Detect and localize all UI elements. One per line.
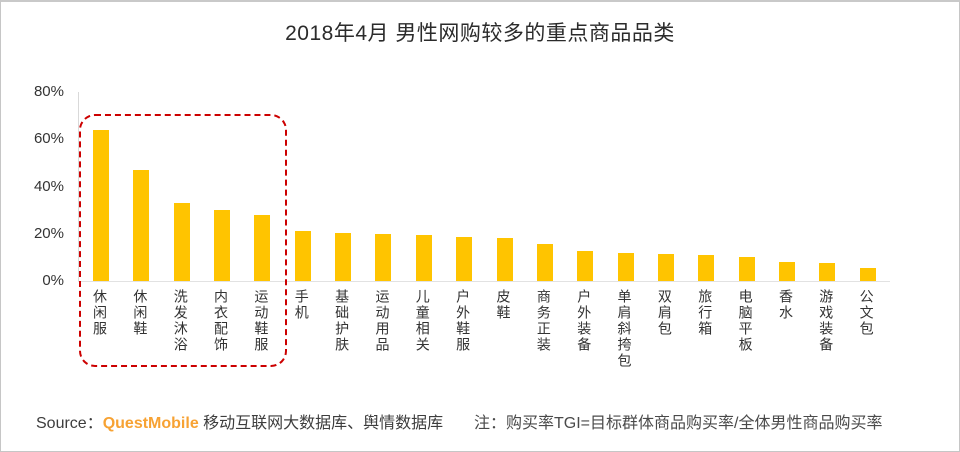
bar: [859, 268, 876, 281]
bar: [577, 251, 594, 281]
x-axis-line: [78, 281, 890, 282]
y-tick-label: 40%: [33, 177, 64, 195]
bar: [133, 170, 150, 281]
bar: [617, 253, 634, 281]
category-label: 运动鞋服: [253, 289, 270, 353]
y-tick-label: 80%: [33, 83, 64, 100]
category-label: 休闲鞋: [132, 289, 149, 337]
bar: [738, 257, 755, 281]
y-tick-label: 60%: [33, 130, 64, 148]
bar: [93, 130, 109, 281]
category-label: 双肩包: [656, 289, 673, 337]
y-tick-label: 20%: [33, 224, 64, 242]
category-label: 休闲服: [92, 289, 108, 337]
category-label: 游戏装备: [818, 289, 835, 353]
category-label: 基础护肤: [334, 289, 351, 353]
category-label: 皮鞋: [495, 289, 512, 321]
bar: [375, 234, 392, 281]
bar: [214, 210, 231, 281]
category-label: 运动用品: [374, 289, 391, 353]
bar: [657, 254, 674, 281]
category-label: 儿童相关: [414, 289, 431, 353]
category-label: 手机: [293, 289, 310, 321]
category-label: 内衣配饰: [213, 289, 230, 353]
category-label: 洗发沐浴: [172, 289, 189, 353]
category-label: 公文包: [858, 289, 875, 337]
bar: [294, 231, 311, 281]
source-detail: 移动互联网大数据库、舆情数据库: [198, 415, 444, 432]
bar: [819, 263, 836, 281]
category-label: 旅行箱: [697, 289, 714, 337]
y-axis-line: [78, 92, 79, 282]
bar: [698, 255, 715, 281]
bar: [173, 203, 190, 281]
note-line: 注：购买率TGI=目标群体商品购买率/全体男性商品购买率: [474, 415, 883, 432]
source-brand: QuestMobile: [102, 415, 199, 432]
category-label: 电脑平板: [737, 289, 754, 353]
category-label: 户外装备: [576, 289, 593, 353]
bar: [456, 237, 473, 281]
source-line: Source：QuestMobile 移动互联网大数据库、舆情数据库: [36, 413, 443, 435]
category-label: 单肩斜挎包: [616, 289, 633, 369]
bar: [335, 233, 352, 281]
source-label: Source：: [36, 415, 103, 432]
bar: [778, 262, 795, 281]
category-label: 商务正装: [535, 289, 552, 353]
bar: [415, 235, 432, 281]
category-label: 户外鞋服: [455, 289, 472, 353]
bar: [254, 215, 271, 281]
bar: [496, 238, 513, 281]
y-tick-label: 0%: [42, 272, 64, 289]
chart-title: 2018年4月 男性网购较多的重点商品品类: [285, 22, 675, 45]
bar: [536, 244, 553, 281]
category-label: 香水: [777, 289, 794, 321]
